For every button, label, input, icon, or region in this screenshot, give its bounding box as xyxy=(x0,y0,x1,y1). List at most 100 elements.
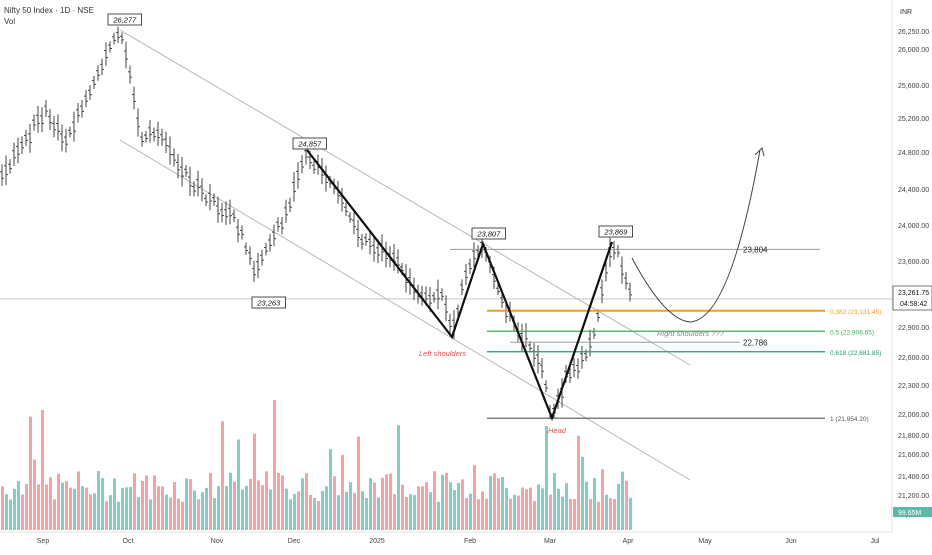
channel-upper-line xyxy=(119,29,691,366)
volume-bar xyxy=(181,501,184,530)
volume-bar xyxy=(73,488,76,530)
price-tick-label: 21,200.00 xyxy=(898,493,929,500)
peak-23807-label: 23,807 xyxy=(476,229,501,238)
volume-bar xyxy=(297,491,300,530)
price-tick-label: 26,000.00 xyxy=(898,47,929,54)
time-tick-label: Jun xyxy=(785,538,796,545)
volume-bar xyxy=(629,497,632,530)
volume-bar xyxy=(301,478,304,530)
price-tick-label: 21,800.00 xyxy=(898,433,929,440)
volume-bar xyxy=(321,490,324,530)
volume-bar xyxy=(245,485,248,530)
volume-bar xyxy=(413,495,416,530)
volume-bar xyxy=(93,493,96,530)
volume-bar xyxy=(405,496,408,530)
volume-bar xyxy=(393,494,396,530)
volume-bar xyxy=(157,486,160,530)
projection-arrow xyxy=(754,147,765,157)
volume-bar xyxy=(397,425,400,530)
volume-bar xyxy=(457,482,460,530)
price-tick-label: 25,600.00 xyxy=(898,83,929,90)
volume-bar xyxy=(453,490,456,530)
volume-bar xyxy=(609,498,612,530)
volume-bar xyxy=(577,435,580,530)
volume-bar xyxy=(153,475,156,530)
time-tick-label: 2025 xyxy=(369,538,385,545)
volume-bar xyxy=(13,488,16,530)
peak-24857-label-box xyxy=(292,137,327,150)
volume-bar xyxy=(233,481,236,530)
volume-bar xyxy=(17,480,20,530)
price-tick-label: 22,600.00 xyxy=(898,355,929,362)
volume-bar xyxy=(369,478,372,530)
volume-bar xyxy=(541,488,544,530)
volume-bar xyxy=(553,473,556,530)
volume-bar xyxy=(37,484,40,530)
volume-bar xyxy=(277,472,280,530)
volume-bar xyxy=(209,473,212,530)
volume-bar xyxy=(81,486,84,530)
volume-bar xyxy=(429,492,432,530)
volume-bar xyxy=(117,501,120,530)
volume-bar xyxy=(289,499,292,530)
volume-bar xyxy=(57,473,60,530)
volume-bar xyxy=(581,456,584,530)
volume-bar xyxy=(253,433,256,530)
peak-24857-label: 24,857 xyxy=(297,139,322,148)
time-tick-label: Nov xyxy=(211,538,224,545)
volume-bar xyxy=(525,489,528,530)
peak-23869-label-box xyxy=(598,225,633,238)
price-tick-label: 24,000.00 xyxy=(898,223,929,230)
volume-bar xyxy=(237,439,240,530)
volume-bar xyxy=(385,474,388,530)
volume-bar xyxy=(197,499,200,530)
volume-bar xyxy=(201,492,204,530)
volume-bar xyxy=(565,483,568,530)
volume-bar xyxy=(517,495,520,530)
volume-bar xyxy=(361,491,364,530)
volume-bar xyxy=(529,487,532,530)
volume-bar xyxy=(489,475,492,530)
volume-bar xyxy=(305,473,308,530)
volume-bar xyxy=(597,501,600,530)
price-tick-label: 26,250.00 xyxy=(898,29,929,36)
volume-bar xyxy=(409,494,412,530)
volume-bar xyxy=(573,499,576,530)
time-tick-label: Dec xyxy=(288,538,301,545)
volume-bar xyxy=(41,410,44,530)
volume-bar xyxy=(229,472,232,530)
volume-bar xyxy=(45,484,48,530)
fib-level-label: 0.5 (22,906.65) xyxy=(830,329,874,336)
volume-bar xyxy=(189,479,192,530)
volume-bar xyxy=(205,487,208,530)
volume-bar xyxy=(125,487,128,530)
time-tick-label: May xyxy=(698,538,712,545)
channel-lower-line xyxy=(119,139,691,481)
volume-bar xyxy=(317,501,320,530)
volume-bar xyxy=(497,478,500,530)
volume-bar xyxy=(1,486,4,530)
volume-bar xyxy=(113,478,116,530)
volume-bar xyxy=(257,480,260,530)
volume-bar xyxy=(549,494,552,530)
volume-bar xyxy=(509,498,512,530)
price-tick-label: 23,600.00 xyxy=(898,259,929,266)
price-tick-label: 22,300.00 xyxy=(898,383,929,390)
volume-bar xyxy=(445,472,448,530)
neckline-label: 22,786 xyxy=(743,338,768,347)
price-tick-label: 21,400.00 xyxy=(898,474,929,481)
volume-bar xyxy=(357,436,360,530)
volume-bar xyxy=(449,482,452,530)
volume-bar xyxy=(53,499,56,530)
volume-bar xyxy=(133,473,136,530)
volume-bar xyxy=(481,491,484,530)
volume-bar xyxy=(425,482,428,530)
volume-bar xyxy=(561,496,564,530)
volume-bar xyxy=(9,499,12,530)
volume-bar xyxy=(77,471,80,530)
volume-bar xyxy=(193,490,196,530)
volume-bar xyxy=(381,477,384,530)
fib-level-label: 0.618 (22,681.85) xyxy=(830,350,881,357)
